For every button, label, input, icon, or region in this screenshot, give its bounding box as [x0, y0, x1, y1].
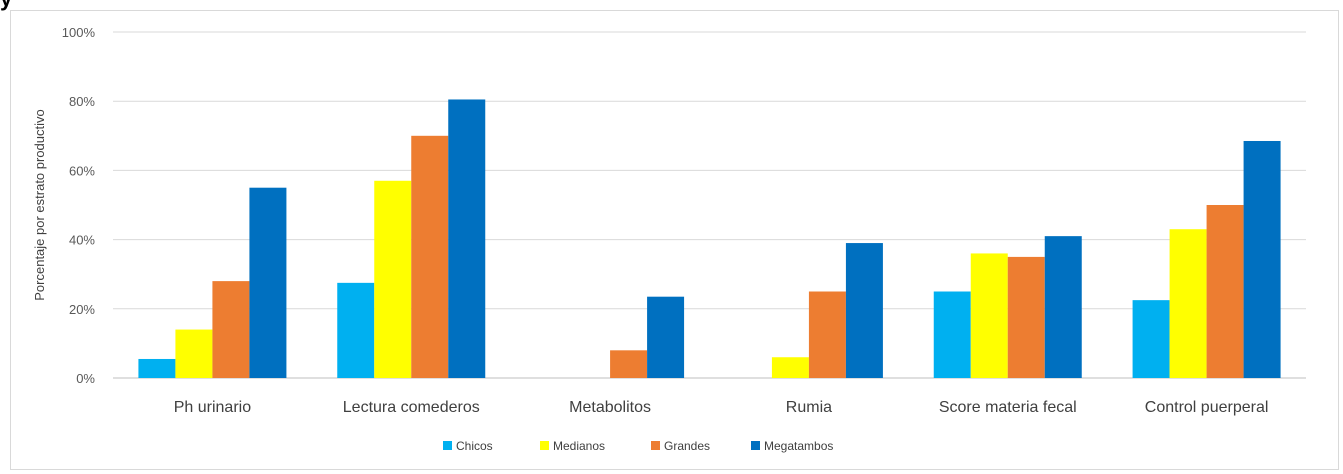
bar-megatambos-6	[1243, 140, 1281, 378]
y-tick-labels: 0% 20% 40% 60% 80% 100%	[62, 25, 96, 386]
bar-medianos-1	[175, 329, 213, 378]
chart: 0% 20% 40% 60% 80% 100% Porcentaje por estrat…	[32, 25, 1306, 453]
bar-grandes-6	[1206, 205, 1244, 378]
bar-chicos-2	[337, 282, 375, 378]
legend-swatch-megatambos	[751, 441, 760, 450]
x-tick-labels: Ph urinario Lectura comederos Metabolitos R…	[174, 399, 1269, 416]
x-tick-label: Control puerperal	[1145, 399, 1269, 416]
bar-megatambos-1	[249, 187, 287, 378]
legend-swatch-medianos	[540, 441, 549, 450]
bar-grandes-2	[411, 135, 449, 378]
bar-medianos-5	[970, 253, 1008, 378]
bar-megatambos-4	[845, 243, 883, 378]
x-tick-label: Ph urinario	[174, 399, 251, 416]
legend-label-chicos: Chicos	[456, 439, 493, 453]
bar-megatambos-2	[448, 99, 486, 378]
bar-megatambos-3	[647, 296, 685, 378]
bar-grandes-1	[212, 281, 250, 378]
legend-label-medianos: Medianos	[553, 439, 605, 453]
bar-chicos-5	[933, 291, 971, 378]
bar-medianos-4	[771, 357, 809, 378]
bar-grandes-5	[1007, 256, 1045, 378]
bar-megatambos-5	[1044, 236, 1082, 378]
bar-grandes-4	[808, 291, 846, 378]
legend-swatch-grandes	[651, 441, 660, 450]
chart-frame: 0% 20% 40% 60% 80% 100% Porcentaje por estrat…	[10, 10, 1339, 470]
corner-fragment-text: y	[0, 0, 12, 12]
y-tick-label: 100%	[62, 25, 96, 40]
bar-chicos-1	[138, 358, 176, 378]
grid-lines	[113, 31, 1306, 379]
x-tick-label: Lectura comederos	[343, 399, 480, 416]
x-tick-label: Score materia fecal	[939, 399, 1077, 416]
y-tick-label: 0%	[76, 371, 95, 386]
legend-swatch-chicos	[443, 441, 452, 450]
legend: Chicos Medianos Grandes Megatambos	[443, 439, 833, 453]
x-tick-label: Metabolitos	[569, 399, 651, 416]
legend-label-megatambos: Megatambos	[764, 439, 833, 453]
legend-label-grandes: Grandes	[664, 439, 710, 453]
x-tick-label: Rumia	[786, 399, 832, 416]
bars	[138, 99, 1281, 378]
bar-medianos-6	[1169, 229, 1207, 378]
y-tick-label: 20%	[69, 302, 95, 317]
y-tick-label: 40%	[69, 233, 95, 248]
bar-chicos-6	[1132, 300, 1170, 378]
bar-grandes-3	[610, 350, 648, 378]
y-tick-label: 60%	[69, 163, 95, 178]
bar-medianos-2	[374, 180, 412, 378]
y-tick-label: 80%	[69, 94, 95, 109]
y-axis-label: Porcentaje por estrato productivo	[32, 109, 47, 301]
